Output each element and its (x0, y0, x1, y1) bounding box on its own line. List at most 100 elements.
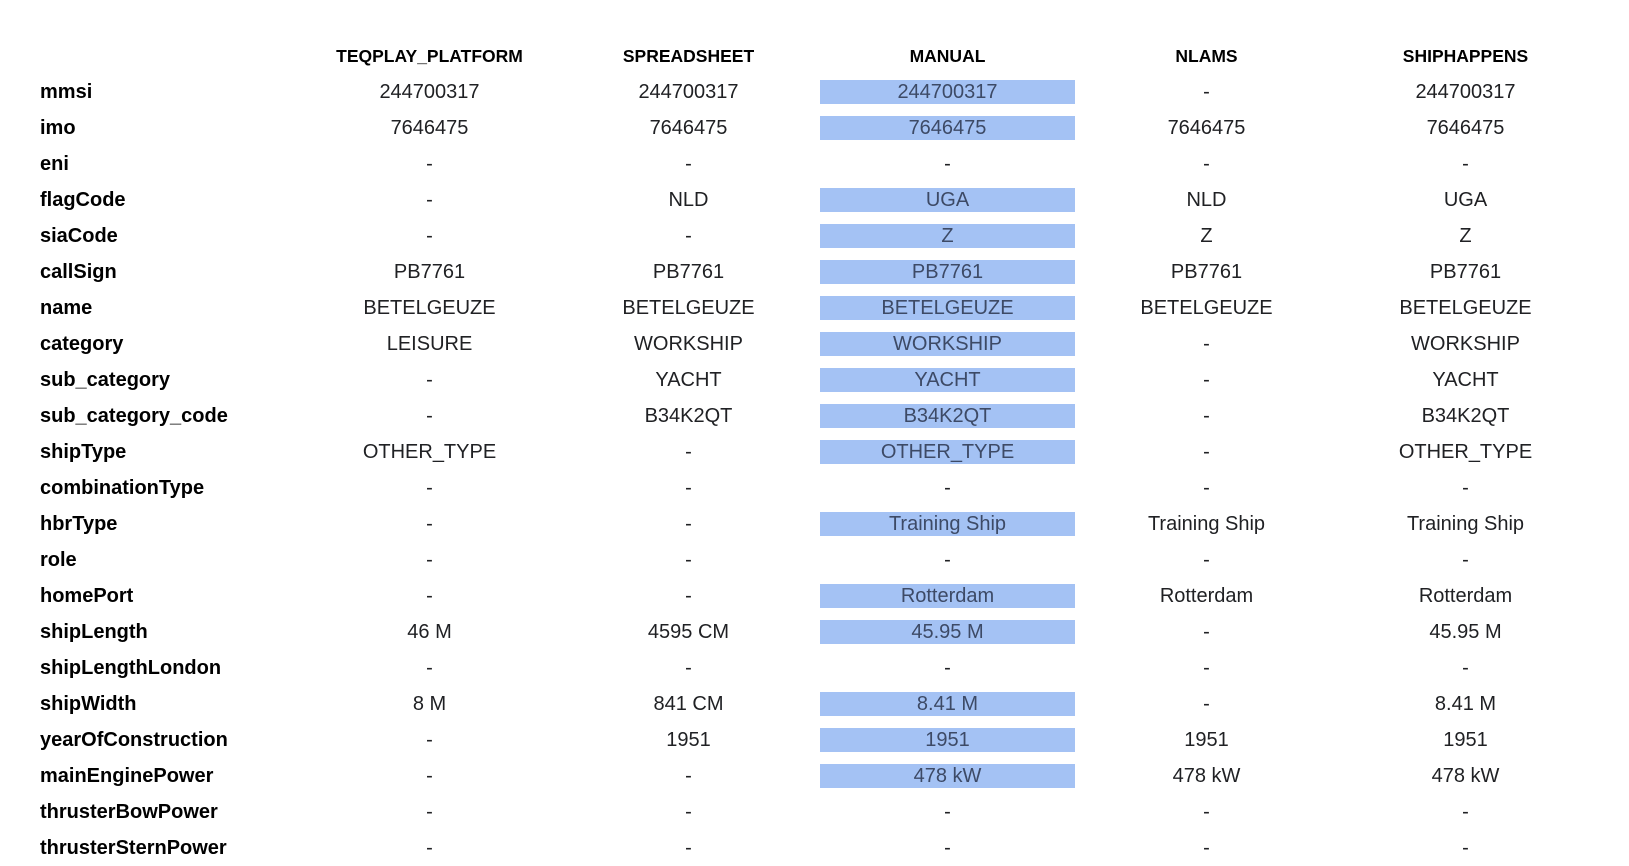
table-cell[interactable]: - (944, 656, 951, 679)
row-label[interactable]: flagCode (40, 188, 126, 211)
row-label[interactable]: mainEnginePower (40, 764, 214, 787)
table-cell[interactable]: 478 kW (1431, 764, 1500, 787)
row-label[interactable]: mmsi (40, 80, 93, 103)
row-label[interactable]: hbrType (40, 512, 118, 535)
table-cell[interactable]: 4595 CM (647, 620, 730, 643)
highlighted-cell[interactable]: Rotterdam (818, 578, 1077, 614)
row-label[interactable]: category (40, 332, 124, 355)
table-cell[interactable]: B34K2QT (1421, 404, 1510, 427)
table-cell[interactable]: - (1203, 548, 1210, 571)
table-cell[interactable]: - (426, 224, 433, 247)
table-cell[interactable]: 244700317 (379, 80, 480, 103)
highlighted-cell[interactable]: OTHER_TYPE (818, 434, 1077, 470)
table-cell[interactable]: - (944, 800, 951, 823)
highlighted-cell[interactable]: 478 kW (818, 758, 1077, 794)
table-cell[interactable]: - (1203, 368, 1210, 391)
table-cell[interactable]: - (944, 476, 951, 499)
table-cell[interactable]: 7646475 (649, 116, 728, 139)
row-label[interactable]: shipType (40, 440, 127, 463)
table-cell[interactable]: - (685, 764, 692, 787)
table-cell[interactable]: 244700317 (1415, 80, 1516, 103)
row-label[interactable]: sub_category_code (40, 404, 228, 427)
table-cell[interactable]: NLD (668, 188, 709, 211)
row-label[interactable]: shipLengthLondon (40, 656, 222, 679)
table-cell[interactable]: - (1203, 80, 1210, 103)
table-cell[interactable]: 1951 (666, 728, 711, 751)
table-cell[interactable]: - (685, 800, 692, 823)
table-cell[interactable]: - (426, 728, 433, 751)
highlighted-cell[interactable]: 8.41 M (818, 686, 1077, 722)
table-cell[interactable]: - (1203, 620, 1210, 643)
table-cell[interactable]: BETELGEUZE (1140, 296, 1273, 319)
row-label[interactable]: imo (40, 116, 76, 139)
table-cell[interactable]: 46 M (407, 620, 452, 643)
table-cell[interactable]: - (426, 584, 433, 607)
table-cell[interactable]: - (944, 836, 951, 859)
table-cell[interactable]: 7646475 (1426, 116, 1505, 139)
table-cell[interactable]: - (426, 656, 433, 679)
highlighted-cell[interactable]: Training Ship (818, 506, 1077, 542)
column-header[interactable]: NLAMS (1175, 45, 1238, 66)
row-label[interactable]: sub_category (40, 368, 171, 391)
highlighted-cell[interactable]: 244700317 (818, 74, 1077, 110)
table-cell[interactable]: NLD (1186, 188, 1227, 211)
table-cell[interactable]: - (1462, 836, 1469, 859)
column-header[interactable]: SPREADSHEET (622, 45, 755, 66)
table-cell[interactable]: 7646475 (1167, 116, 1246, 139)
table-cell[interactable]: - (426, 836, 433, 859)
table-cell[interactable]: 7646475 (390, 116, 469, 139)
table-cell[interactable]: - (685, 584, 692, 607)
table-cell[interactable]: Training Ship (1406, 512, 1525, 535)
column-header[interactable]: TEQPLAY_PLATFORM (336, 45, 523, 66)
table-cell[interactable]: - (426, 188, 433, 211)
table-cell[interactable]: - (1203, 152, 1210, 175)
table-cell[interactable]: Rotterdam (1159, 584, 1254, 607)
table-cell[interactable]: - (426, 368, 433, 391)
highlighted-cell[interactable]: PB7761 (818, 254, 1077, 290)
highlighted-cell[interactable]: YACHT (818, 362, 1077, 398)
table-cell[interactable]: PB7761 (393, 260, 466, 283)
table-cell[interactable]: - (426, 764, 433, 787)
row-label[interactable]: callSign (40, 260, 117, 283)
table-cell[interactable]: 1951 (1184, 728, 1229, 751)
table-cell[interactable]: - (944, 548, 951, 571)
table-cell[interactable]: - (685, 548, 692, 571)
table-cell[interactable]: - (1203, 800, 1210, 823)
column-header[interactable]: MANUAL (909, 45, 986, 66)
highlighted-cell[interactable]: Z (818, 218, 1077, 254)
table-cell[interactable]: - (426, 152, 433, 175)
table-cell[interactable]: - (1462, 656, 1469, 679)
highlighted-cell[interactable]: WORKSHIP (818, 326, 1077, 362)
table-cell[interactable]: Z (1200, 224, 1213, 247)
table-cell[interactable]: B34K2QT (644, 404, 733, 427)
table-cell[interactable]: 8 M (412, 692, 447, 715)
table-cell[interactable]: 8.41 M (1434, 692, 1497, 715)
row-label[interactable]: homePort (40, 584, 134, 607)
row-label[interactable]: thrusterBowPower (40, 800, 218, 823)
table-cell[interactable]: - (685, 152, 692, 175)
table-cell[interactable]: - (685, 476, 692, 499)
highlighted-cell[interactable]: 1951 (818, 722, 1077, 758)
table-cell[interactable]: - (1462, 548, 1469, 571)
table-cell[interactable]: - (1203, 656, 1210, 679)
table-cell[interactable]: - (426, 476, 433, 499)
row-label[interactable]: siaCode (40, 224, 118, 247)
table-cell[interactable]: PB7761 (1170, 260, 1243, 283)
table-cell[interactable]: - (1462, 476, 1469, 499)
highlighted-cell[interactable]: UGA (818, 182, 1077, 218)
table-cell[interactable]: - (1203, 440, 1210, 463)
table-cell[interactable]: - (1203, 692, 1210, 715)
table-cell[interactable]: YACHT (1432, 368, 1499, 391)
table-cell[interactable]: 478 kW (1172, 764, 1241, 787)
highlighted-cell[interactable]: 45.95 M (818, 614, 1077, 650)
table-cell[interactable]: YACHT (655, 368, 722, 391)
table-cell[interactable]: Z (1459, 224, 1472, 247)
row-label[interactable]: role (40, 548, 77, 571)
table-cell[interactable]: Training Ship (1147, 512, 1266, 535)
table-cell[interactable]: BETELGEUZE (622, 296, 755, 319)
row-label[interactable]: name (40, 296, 93, 319)
table-cell[interactable]: - (1203, 476, 1210, 499)
table-cell[interactable]: Rotterdam (1418, 584, 1513, 607)
table-cell[interactable]: 244700317 (638, 80, 739, 103)
table-cell[interactable]: - (685, 224, 692, 247)
